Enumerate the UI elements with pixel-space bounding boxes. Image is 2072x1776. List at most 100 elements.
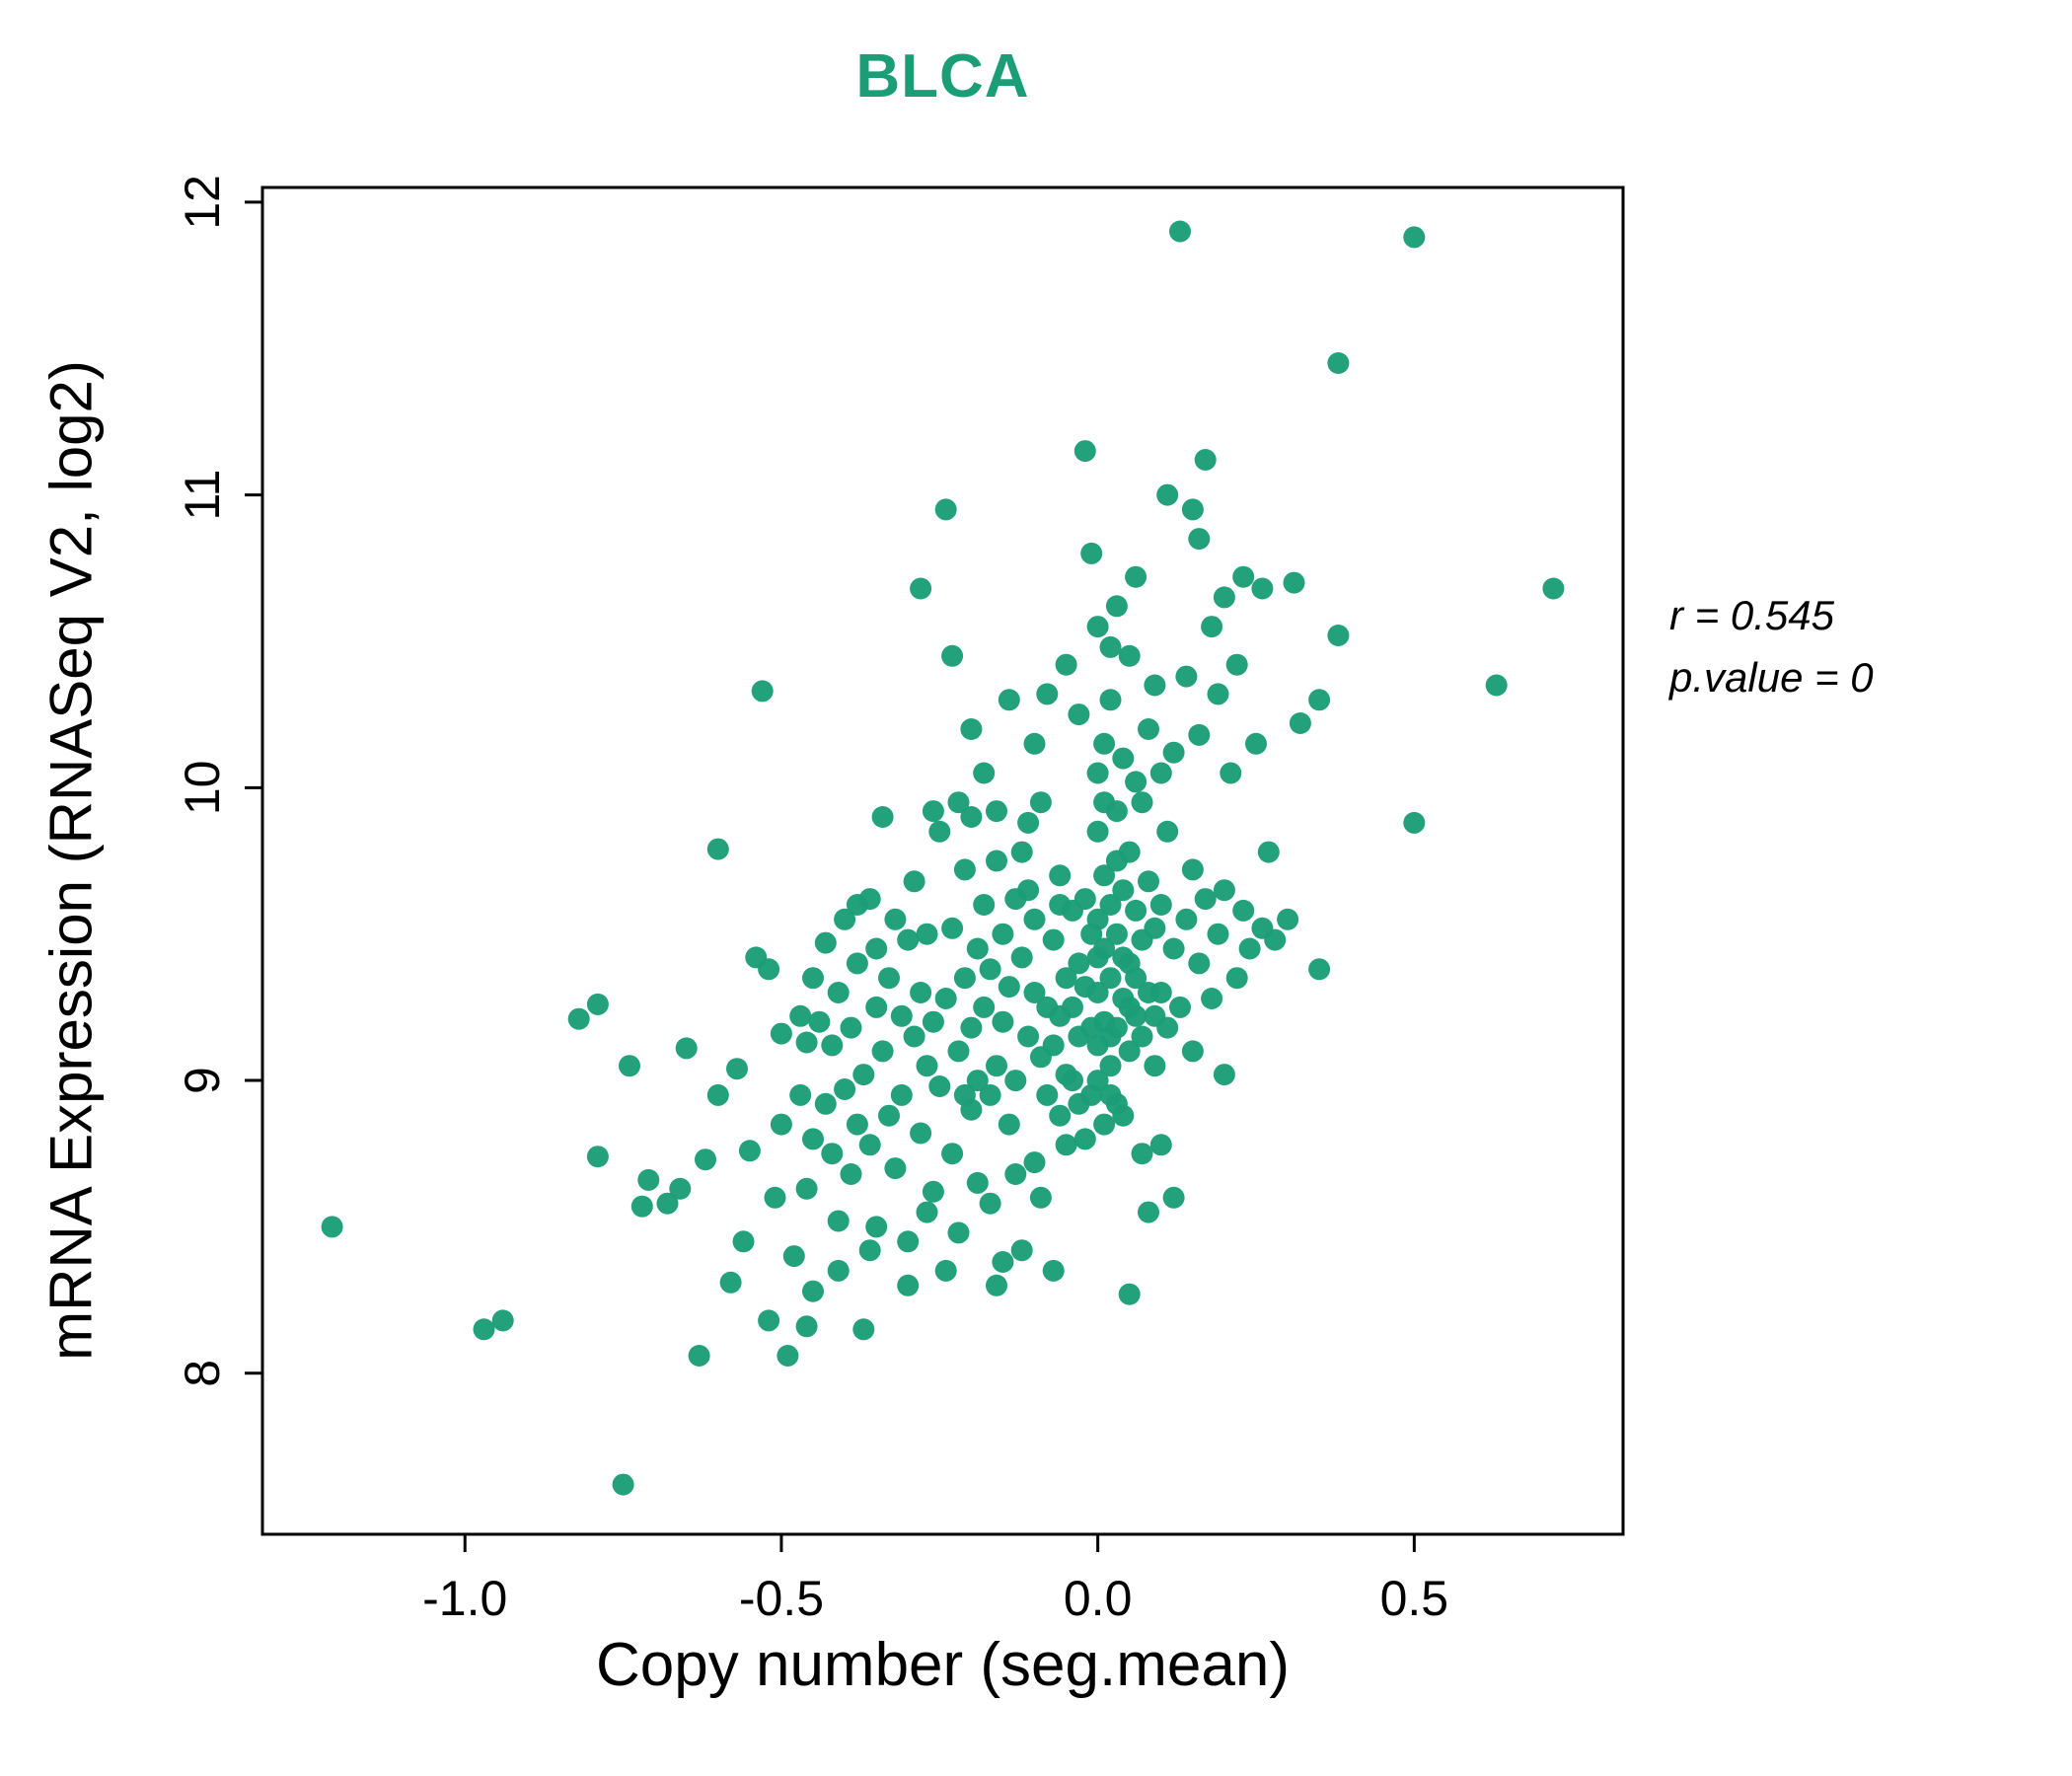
x-tick-label: -1.0 bbox=[422, 1571, 507, 1626]
data-point bbox=[1308, 958, 1331, 981]
data-point bbox=[840, 1016, 862, 1039]
data-point bbox=[1023, 1151, 1046, 1174]
y-tick-label: 10 bbox=[175, 761, 230, 816]
data-point bbox=[706, 838, 729, 860]
data-point bbox=[947, 1221, 970, 1244]
data-point bbox=[1118, 1283, 1141, 1305]
data-point bbox=[1144, 917, 1166, 939]
data-point bbox=[865, 996, 888, 1018]
data-point bbox=[992, 923, 1014, 945]
y-tick-label: 12 bbox=[175, 175, 230, 230]
data-point bbox=[884, 1157, 907, 1180]
data-point bbox=[1138, 870, 1159, 893]
data-point bbox=[1017, 1025, 1040, 1048]
data-point bbox=[1099, 894, 1122, 916]
data-point bbox=[986, 1274, 1007, 1296]
data-point bbox=[1093, 1113, 1116, 1136]
data-point bbox=[897, 928, 920, 951]
data-point bbox=[738, 1140, 761, 1162]
data-point bbox=[960, 806, 983, 828]
data-point bbox=[998, 976, 1020, 999]
stats-annotation: r = 0.545 p.value = 0 bbox=[1669, 584, 1874, 708]
data-point bbox=[1112, 879, 1135, 902]
data-point bbox=[706, 1083, 729, 1106]
data-point bbox=[1131, 791, 1153, 814]
data-point bbox=[1175, 665, 1198, 688]
data-point bbox=[1112, 946, 1135, 969]
data-point bbox=[795, 1177, 818, 1200]
data-point bbox=[1099, 1083, 1122, 1106]
data-point bbox=[1131, 1143, 1153, 1165]
data-point bbox=[960, 1016, 983, 1039]
plot-border bbox=[260, 185, 1625, 1536]
data-point bbox=[1112, 747, 1135, 770]
data-point bbox=[992, 1010, 1014, 1033]
data-point bbox=[1125, 899, 1147, 922]
data-point bbox=[871, 1040, 894, 1063]
data-point bbox=[1144, 674, 1166, 697]
data-point bbox=[1232, 899, 1255, 922]
data-point bbox=[846, 1113, 868, 1136]
data-point bbox=[986, 1055, 1007, 1077]
data-point bbox=[719, 1271, 742, 1294]
data-point bbox=[789, 1083, 812, 1106]
data-point bbox=[1068, 1092, 1090, 1115]
y-tick-label: 8 bbox=[175, 1360, 230, 1387]
data-point bbox=[1181, 858, 1204, 881]
data-point bbox=[1099, 1055, 1122, 1077]
data-point bbox=[1175, 908, 1198, 930]
data-point bbox=[922, 1180, 944, 1203]
data-point bbox=[1542, 577, 1565, 600]
data-point bbox=[1220, 762, 1242, 784]
data-point bbox=[890, 1004, 913, 1027]
data-point bbox=[637, 1168, 660, 1191]
data-point bbox=[586, 993, 609, 1015]
data-point bbox=[858, 1134, 881, 1156]
data-point bbox=[1201, 616, 1223, 638]
data-point bbox=[871, 806, 894, 828]
data-point bbox=[941, 644, 964, 667]
data-point bbox=[1099, 1025, 1122, 1048]
data-point bbox=[1149, 762, 1172, 784]
data-point bbox=[1169, 220, 1191, 243]
data-point bbox=[321, 1216, 343, 1238]
data-point bbox=[846, 952, 868, 975]
data-point bbox=[821, 1143, 844, 1165]
data-point bbox=[1181, 498, 1204, 521]
data-point bbox=[953, 967, 976, 990]
data-point bbox=[758, 1309, 780, 1332]
data-point bbox=[1118, 1040, 1141, 1063]
data-point bbox=[1188, 723, 1211, 746]
data-point bbox=[827, 1210, 850, 1232]
data-point bbox=[852, 1318, 875, 1341]
data-point bbox=[612, 1473, 634, 1496]
data-point bbox=[1251, 577, 1274, 600]
data-point bbox=[1049, 864, 1072, 887]
data-point bbox=[1042, 1259, 1065, 1282]
data-point bbox=[1010, 946, 1033, 969]
data-point bbox=[979, 1083, 1001, 1106]
data-point bbox=[1162, 937, 1185, 960]
data-point bbox=[1093, 791, 1116, 814]
data-point bbox=[1289, 712, 1311, 734]
x-axis-label: Copy number (seg.mean) bbox=[596, 1631, 1290, 1699]
x-tick-label: 0.5 bbox=[1380, 1571, 1449, 1626]
data-point bbox=[1080, 542, 1103, 564]
data-point bbox=[802, 1128, 824, 1150]
data-point bbox=[910, 1122, 932, 1145]
data-point bbox=[1105, 595, 1128, 618]
data-point bbox=[1118, 644, 1141, 667]
data-point bbox=[973, 894, 996, 916]
data-point bbox=[1099, 689, 1122, 711]
data-point bbox=[979, 958, 1001, 981]
data-point bbox=[960, 718, 983, 740]
data-point bbox=[1086, 616, 1109, 638]
data-point bbox=[903, 870, 925, 893]
data-point bbox=[947, 1040, 970, 1063]
data-point bbox=[1105, 850, 1128, 872]
data-point bbox=[1080, 1016, 1103, 1039]
data-point bbox=[751, 680, 774, 703]
data-point bbox=[1042, 1034, 1065, 1057]
data-point bbox=[1023, 732, 1046, 755]
